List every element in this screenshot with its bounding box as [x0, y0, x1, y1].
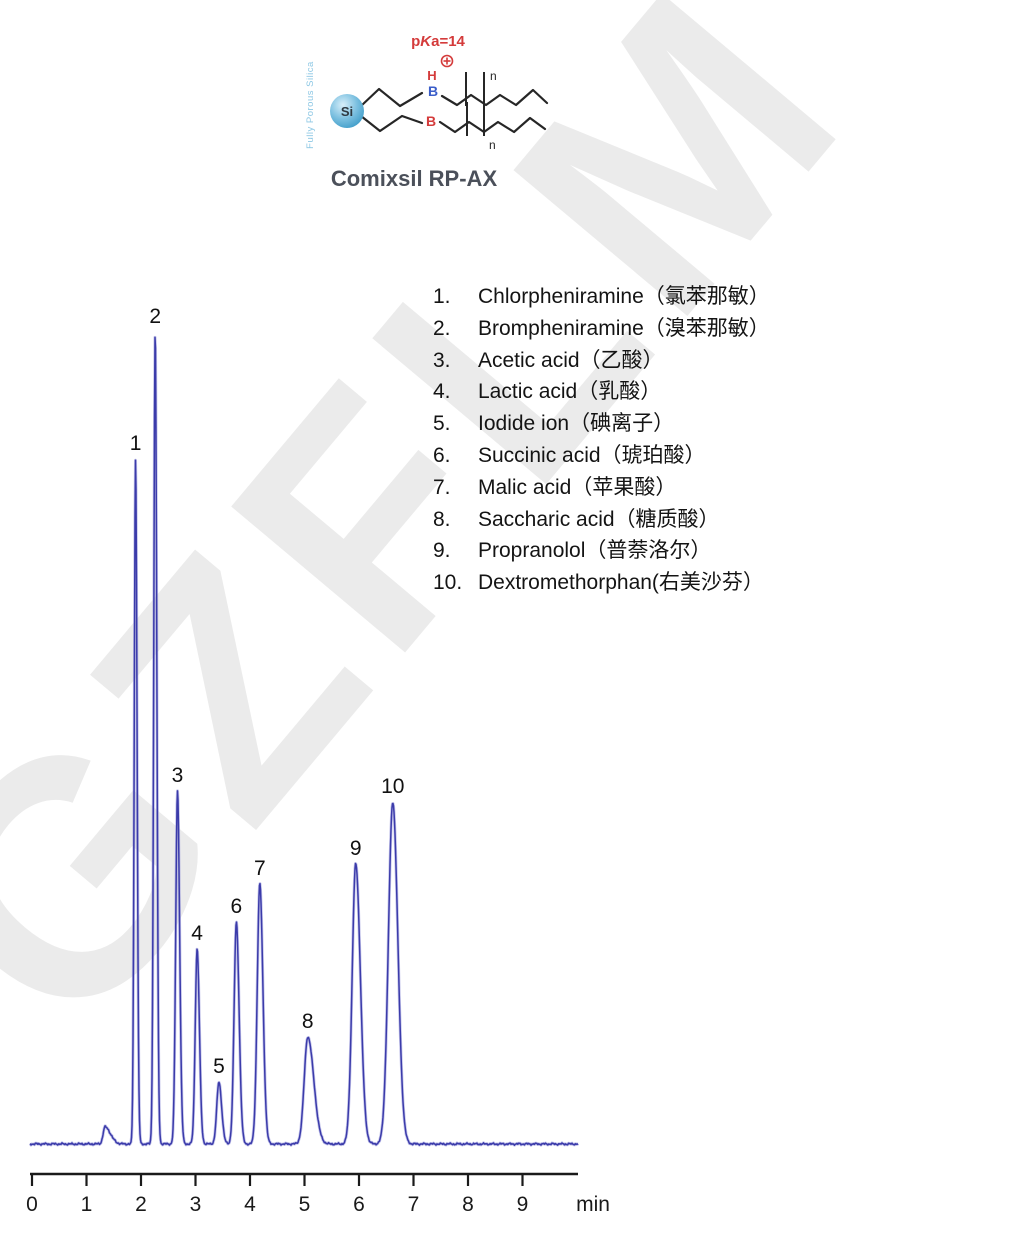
upper-chain-bond [359, 87, 424, 108]
legend-item-text: Propranolol（普萘洛尔） [478, 539, 712, 563]
x-axis-tick-label: 8 [462, 1193, 474, 1216]
peak-number-label: 1 [130, 432, 142, 455]
x-axis-tick-label: 7 [408, 1193, 420, 1216]
lower-chain-bond-right [438, 116, 547, 134]
peak-legend: 1. Chlorpheniramine（氯苯那敏） 2. Brompheniramin… [433, 281, 770, 599]
peak-number-label: 6 [231, 895, 243, 918]
x-axis-tick-label: 1 [81, 1193, 93, 1216]
x-axis-tick-label: 6 [353, 1193, 365, 1216]
legend-item-text: Brompheniramine（溴苯那敏） [478, 316, 770, 340]
legend-item-number: 4. [433, 380, 451, 404]
legend-item-number: 1. [433, 285, 451, 308]
legend-item: 3. Acetic acid（乙酸） [433, 345, 770, 377]
x-axis-unit-label: min [576, 1193, 610, 1216]
b-lower-label: B [426, 113, 436, 129]
legend-item: 9. Propranolol（普萘洛尔） [433, 535, 770, 567]
peak-number-label: 9 [350, 837, 362, 860]
peak-number-label: 4 [191, 922, 203, 945]
legend-item-text: Lactic acid（乳酸） [478, 380, 662, 404]
x-axis-ticks [30, 1174, 524, 1186]
peak-number-label: 8 [302, 1010, 314, 1033]
legend-item: 1. Chlorpheniramine（氯苯那敏） [433, 281, 770, 313]
n-lower-label: n [489, 138, 496, 152]
legend-item: 6. Succinic acid（琥珀酸） [433, 440, 770, 472]
peak-number-labels: 1 2 3 4 5 67 8 9 10 [130, 305, 405, 1078]
h-label: H [427, 68, 436, 83]
legend-item-number: 5. [433, 412, 451, 436]
legend-item-number: 2. [433, 316, 451, 340]
upper-chain-bond-right [440, 88, 549, 107]
peak-number-label: 10 [381, 775, 404, 798]
legend-item-text: Chlorpheniramine（氯苯那敏） [478, 285, 770, 308]
legend-item-number: 9. [433, 539, 451, 563]
si-label: Si [341, 104, 353, 119]
legend-item: 8. Saccharic acid（糖质酸） [433, 504, 770, 536]
legend-item-text: Succinic acid（琥珀酸） [478, 443, 706, 467]
peak-number-label: 7 [254, 857, 266, 880]
legend-item-text: Dextromethorphan(右美沙芬） [478, 571, 764, 595]
legend-item-number: 10. [433, 571, 463, 595]
peak-number-label: 3 [172, 764, 184, 787]
structure-title: Comixsil RP-AX [331, 166, 498, 191]
peak-number-label: 2 [149, 305, 161, 328]
stationary-phase-structure: Fully Porous Silica n n Si pKa=14 H B B … [305, 33, 549, 191]
legend-item-number: 3. [433, 348, 451, 372]
x-axis-tick-label: 3 [190, 1193, 202, 1216]
x-axis-tick-labels: 0 1 2 3 4 5 6 7 8 9 [26, 1193, 528, 1216]
silica-ball [330, 94, 364, 128]
legend-item: 4. Lactic acid（乳酸） [433, 376, 770, 408]
x-axis-tick-label: 0 [26, 1193, 38, 1216]
legend-item-text: Iodide ion（碘离子） [478, 412, 675, 436]
b-upper-label: B [428, 83, 438, 99]
pka-label: pKa=14 [411, 33, 465, 50]
legend-item-number: 8. [433, 507, 451, 531]
x-axis-tick-label: 5 [299, 1193, 311, 1216]
legend-item: 5. Iodide ion（碘离子） [433, 408, 770, 440]
legend-item-number: 6. [433, 443, 451, 467]
legend-item-text: Acetic acid（乙酸） [478, 348, 664, 372]
x-axis-tick-label: 4 [244, 1193, 256, 1216]
legend-item-text: Malic acid（苹果酸） [478, 475, 677, 499]
legend-item: 7. Malic acid（苹果酸） [433, 472, 770, 504]
chromatogram-trace [29, 336, 579, 1146]
plus-charge-icon [440, 54, 454, 68]
n-upper-label: n [490, 69, 497, 83]
x-axis-tick-label: 9 [517, 1193, 529, 1216]
legend-item: 10. Dextromethorphan(右美沙芬） [433, 567, 770, 599]
lower-chain-bond [359, 114, 424, 133]
peak-number-label: 5 [213, 1055, 225, 1078]
legend-item-text: Saccharic acid（糖质酸） [478, 507, 720, 531]
silica-caption: Fully Porous Silica [305, 61, 316, 149]
legend-item: 2. Brompheniramine（溴苯那敏） [433, 313, 770, 345]
x-axis-tick-label: 2 [135, 1193, 147, 1216]
legend-item-number: 7. [433, 475, 451, 499]
